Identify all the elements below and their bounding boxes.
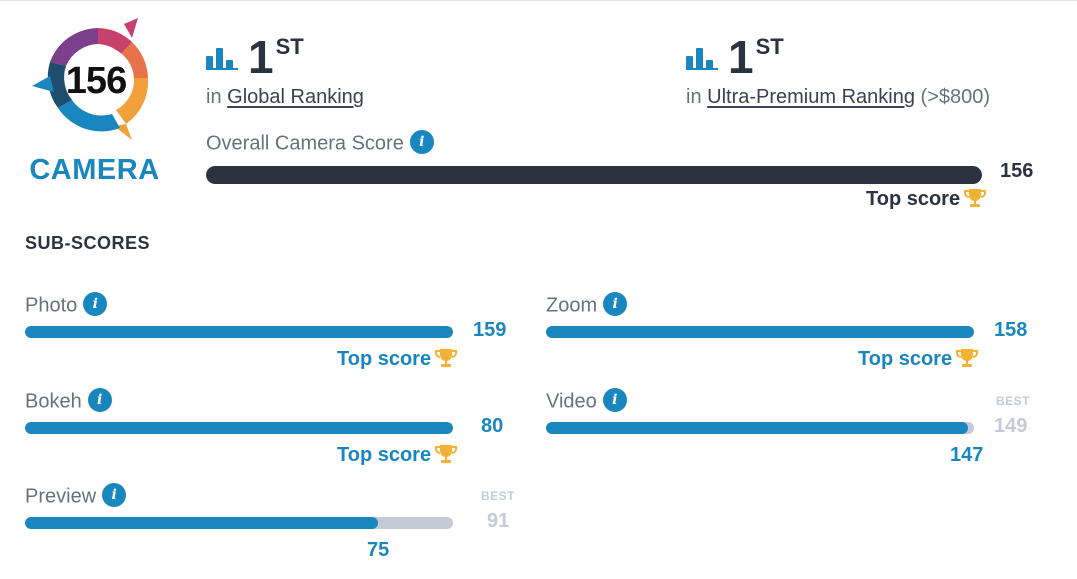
sub-score-label: Zoom i: [546, 292, 628, 318]
trophy-icon: [435, 348, 458, 367]
sub-score-bokeh: Bokeh i 80 Top score: [25, 388, 525, 480]
sub-score-label: Preview i: [25, 483, 127, 509]
best-label: BEST: [481, 489, 516, 503]
sub-score-bar: [25, 517, 453, 529]
sub-score-bar: [25, 422, 453, 434]
overall-score-value: 156: [1000, 160, 1034, 182]
global-ranking-link[interactable]: Global Ranking: [227, 86, 364, 108]
bar-chart-icon: [686, 48, 718, 70]
achieved-score-value: 75: [367, 539, 390, 561]
info-icon[interactable]: i: [603, 292, 628, 316]
price-range-note: (>$800): [920, 86, 991, 108]
info-icon[interactable]: i: [409, 130, 434, 154]
sub-score-preview: Preview i BEST 91 75: [25, 483, 525, 575]
sub-score-fill: [25, 326, 453, 338]
sub-score-photo: Photo i 159 Top score: [25, 292, 525, 384]
sub-score-bar: [546, 422, 974, 434]
sub-score-label: Video i: [546, 388, 627, 414]
badge-label: CAMERA: [29, 154, 160, 186]
sub-score-bar: [546, 326, 974, 338]
sub-score-fill: [546, 326, 974, 338]
achieved-score-value: 147: [950, 444, 984, 466]
sub-score-video: Video i BEST 149 147: [546, 388, 1046, 480]
sub-score-value: 80: [481, 415, 504, 437]
sub-score-label: Bokeh i: [25, 388, 112, 414]
best-score-value: 91: [487, 510, 510, 532]
top-score-label: Top score: [337, 348, 458, 371]
overall-score-fill: [206, 166, 982, 184]
ultra-premium-ranking-link[interactable]: Ultra-Premium Ranking: [707, 86, 915, 108]
top-divider: [0, 0, 1077, 1]
top-score-label: Top score: [337, 444, 458, 467]
top-score-label: Top score: [858, 348, 979, 371]
sub-score-label: Photo i: [25, 292, 108, 318]
info-icon[interactable]: i: [602, 388, 627, 412]
sub-score-fill: [25, 422, 453, 434]
info-icon[interactable]: i: [83, 292, 108, 316]
ultra-rank-position: 1ST: [728, 31, 784, 83]
trophy-icon: [435, 444, 458, 463]
global-rank-position: 1ST: [248, 31, 304, 83]
badge-ring-icon: [32, 18, 149, 140]
sub-score-zoom: Zoom i 158 Top score: [546, 292, 1046, 384]
best-score-value: 149: [994, 415, 1028, 437]
sub-score-value: 159: [473, 319, 507, 341]
bar-chart-icon: [206, 48, 238, 70]
trophy-icon: [964, 188, 987, 207]
trophy-icon: [956, 348, 979, 367]
best-label: BEST: [996, 394, 1031, 408]
badge-score: 156: [65, 60, 127, 102]
info-icon[interactable]: i: [87, 388, 112, 412]
sub-score-fill: [546, 422, 968, 434]
sub-scores-title: SUB-SCORES: [25, 233, 151, 253]
overall-top-score: Top score: [866, 188, 987, 211]
sub-score-fill: [25, 517, 378, 529]
sub-score-bar: [25, 326, 453, 338]
camera-score-badge: 156 CAMERA: [22, 16, 162, 192]
sub-score-value: 158: [994, 319, 1028, 341]
info-icon[interactable]: i: [102, 483, 127, 507]
overall-score-label: Overall Camera Score i: [206, 130, 434, 156]
overall-score-bar: [206, 166, 982, 184]
